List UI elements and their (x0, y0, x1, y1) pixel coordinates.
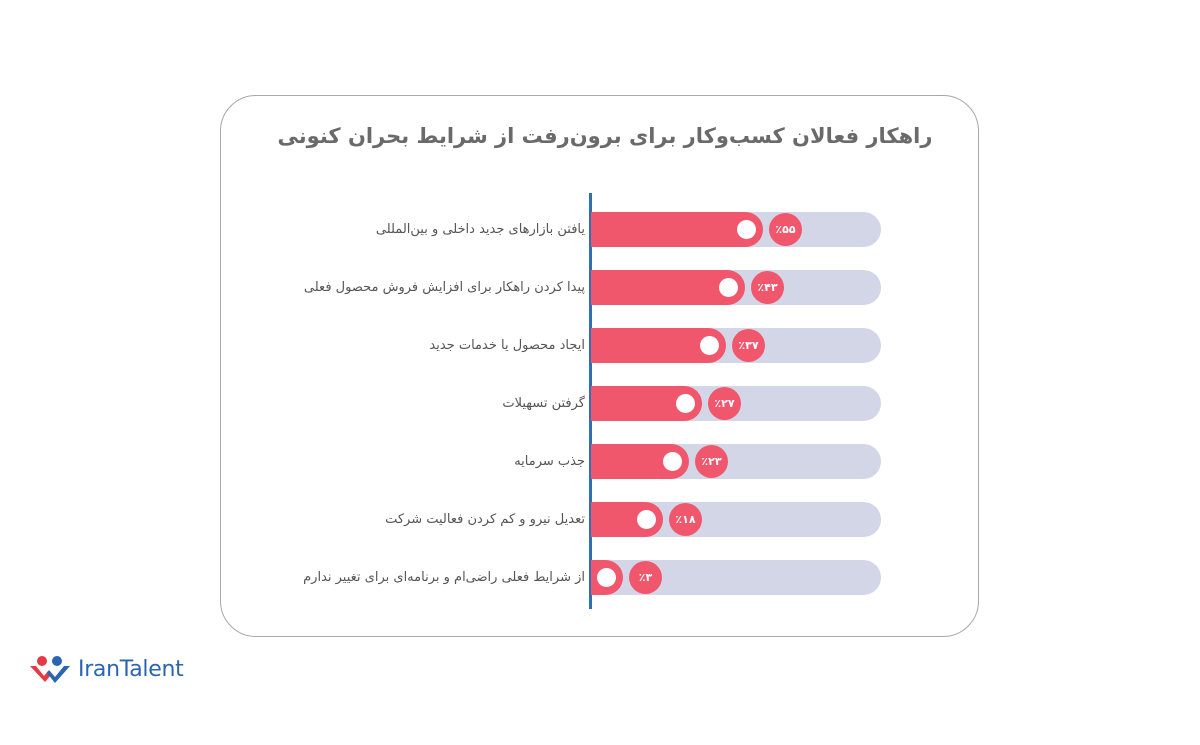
bar-row: جذب سرمایه ٪۲۳ (0, 444, 1200, 479)
bar-row: از شرایط فعلی راضی‌ام و برنامه‌ای برای ت… (0, 560, 1200, 595)
category-label: گرفتن تسهیلات (502, 396, 585, 411)
bar-end-dot (637, 510, 656, 529)
bar-row: تعدیل نیرو و کم کردن فعالیت شرکت ٪۱۸ (0, 502, 1200, 537)
bar-end-dot (597, 568, 616, 587)
value-badge: ٪۲۳ (695, 445, 728, 478)
y-axis-line (589, 193, 592, 609)
value-badge: ٪۱۸ (669, 503, 702, 536)
bar-end-dot (663, 452, 682, 471)
bar-row: یافتن بازارهای جدید داخلی و بین‌المللی ٪۵… (0, 212, 1200, 247)
value-badge: ٪۲۷ (708, 387, 741, 420)
brand-name: IranTalent (78, 656, 184, 682)
value-badge: ٪۳ (629, 561, 662, 594)
category-label: پیدا کردن راهکار برای افزایش فروش محصول … (303, 280, 585, 295)
bar-end-dot (700, 336, 719, 355)
category-label: جذب سرمایه (514, 454, 585, 469)
category-label: یافتن بازارهای جدید داخلی و بین‌المللی (375, 222, 585, 237)
value-badge: ٪۴۳ (751, 271, 784, 304)
people-logo-icon (30, 656, 70, 683)
bar-end-dot (676, 394, 695, 413)
category-label: تعدیل نیرو و کم کردن فعالیت شرکت (385, 512, 585, 527)
bar-row: ایجاد محصول یا خدمات جدید ٪۳۷ (0, 328, 1200, 363)
value-badge: ٪۵۵ (769, 213, 802, 246)
irantalent-logo: IranTalent (28, 652, 184, 686)
chart-title: راهکار فعالان کسب‌وکار برای برون‌رفت از … (277, 124, 933, 148)
bar-fill (591, 212, 763, 247)
bar-end-dot (719, 278, 738, 297)
bar-row: گرفتن تسهیلات ٪۲۷ (0, 386, 1200, 421)
bar-row: پیدا کردن راهکار برای افزایش فروش محصول … (0, 270, 1200, 305)
bar-end-dot (737, 220, 756, 239)
chart-card (220, 95, 979, 637)
category-label: ایجاد محصول یا خدمات جدید (429, 338, 585, 353)
value-badge: ٪۳۷ (732, 329, 765, 362)
category-label: از شرایط فعلی راضی‌ام و برنامه‌ای برای ت… (303, 570, 585, 585)
